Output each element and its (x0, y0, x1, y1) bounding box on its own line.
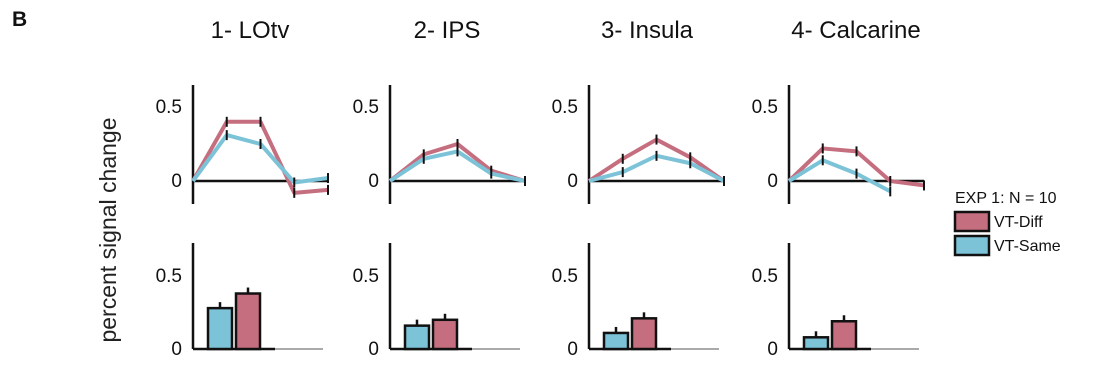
series-line-vt-same (787, 158, 892, 194)
bar-vt-same (802, 336, 830, 351)
legend-swatch-same (953, 234, 991, 257)
panel-title: 1- LOtv (211, 17, 290, 44)
bar-vt-diff (234, 292, 262, 351)
bar-vt-diff (630, 317, 658, 351)
panel-title: 2- IPS (414, 17, 481, 44)
bar-ytick-label: 0 (368, 339, 379, 360)
y-axis-label: percent signal change (95, 117, 121, 342)
line-ytick-label: 0 (567, 171, 578, 192)
panel-title: 4- Calcarine (791, 17, 920, 44)
line-plot: 0.50 (156, 85, 329, 204)
bar-vt-diff (431, 318, 459, 351)
legend-swatch-diff (953, 210, 991, 233)
bar-plot: 0.50 (156, 243, 323, 360)
bar-vt-same (206, 306, 234, 351)
line-ytick-label: 0 (171, 171, 182, 192)
line-ytick-label: 0 (368, 171, 379, 192)
bar-plot: 0.50 (552, 243, 719, 360)
bar-ytick-label: 0 (171, 339, 182, 360)
line-ytick-label: 0.5 (353, 97, 379, 118)
bar-ytick-label: 0.5 (752, 266, 778, 287)
bar-ytick-label: 0 (767, 339, 778, 360)
legend: EXP 1: N = 10 VT-Diff VT-Same (953, 190, 1061, 257)
line-ytick-label: 0.5 (156, 97, 182, 118)
line-ytick-label: 0 (767, 171, 778, 192)
panel-title: 3- Insula (601, 17, 694, 44)
line-plot: 0.50 (552, 85, 726, 204)
bar-plot: 0.50 (752, 243, 919, 360)
bar-vt-diff (830, 320, 858, 351)
line-ytick-label: 0.5 (552, 97, 578, 118)
bar-ytick-label: 0.5 (552, 266, 578, 287)
bar-ytick-label: 0.5 (156, 266, 182, 287)
bar-ytick-label: 0 (567, 339, 578, 360)
bar-vt-same (403, 324, 431, 351)
legend-label-same: VT-Same (994, 238, 1061, 255)
bar-vt-same (602, 331, 630, 351)
bar-ytick-label: 0.5 (353, 266, 379, 287)
panel-letter: B (12, 8, 27, 31)
bar-plot: 0.50 (353, 243, 520, 360)
line-plot: 0.50 (752, 85, 925, 204)
legend-title: EXP 1: N = 10 (955, 190, 1057, 207)
line-plot: 0.50 (353, 85, 526, 204)
legend-label-diff: VT-Diff (994, 214, 1043, 231)
line-ytick-label: 0.5 (752, 97, 778, 118)
